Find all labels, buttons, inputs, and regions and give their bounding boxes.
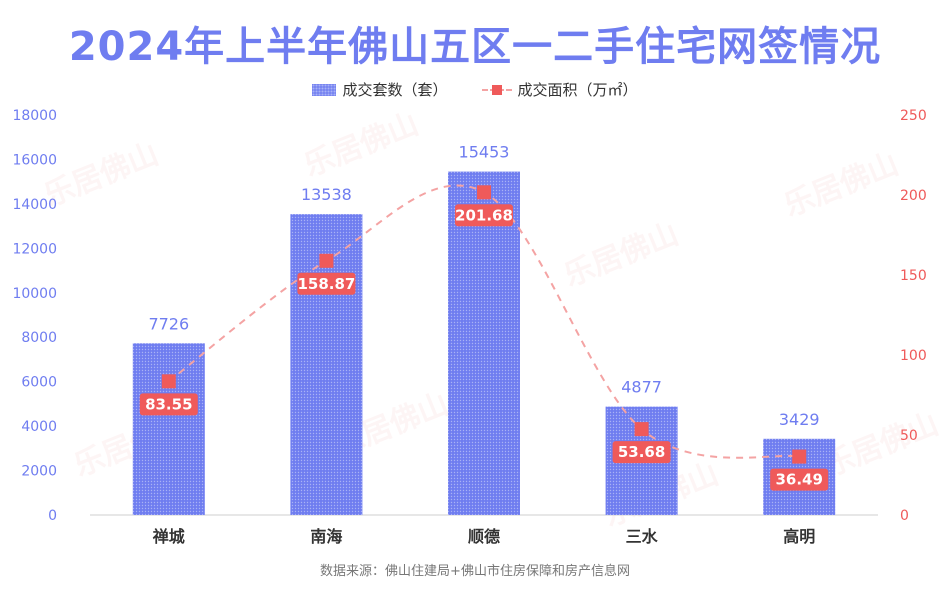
legend-item-bar: 成交套数（套） [312, 79, 448, 100]
y-left-tick-label: 4000 [21, 419, 57, 435]
bar-value-label: 7726 [148, 314, 189, 333]
line-marker [161, 374, 176, 389]
y-right-tick-label: 200 [900, 188, 927, 204]
y-left-tick-label: 0 [48, 508, 57, 524]
line-value-label: 158.87 [297, 275, 355, 293]
bar-value-label: 4877 [621, 378, 662, 397]
y-right-tick-label: 250 [900, 108, 927, 124]
y-left-tick-label: 14000 [12, 197, 57, 213]
y-right-tick-label: 100 [900, 348, 927, 364]
bar-value-label: 15453 [459, 143, 510, 162]
x-tick-label: 高明 [783, 527, 815, 546]
chart-title: 2024年上半年佛山五区一二手住宅网签情况 [68, 24, 882, 70]
bar [132, 343, 205, 515]
legend-bar-label: 成交套数（套） [342, 81, 448, 99]
x-tick-label: 顺德 [468, 527, 500, 546]
y-left-tick-label: 8000 [21, 330, 57, 346]
y-right-tick-label: 0 [900, 508, 909, 524]
line-value-box [455, 204, 513, 227]
y-right-tick-label: 50 [900, 428, 918, 444]
line-marker [477, 185, 491, 200]
y-left-tick-label: 6000 [21, 375, 57, 391]
line-marker [792, 449, 807, 464]
line-value-label: 53.68 [618, 443, 665, 461]
legend-line-swatch [481, 84, 512, 96]
y-left-tick-label: 10000 [12, 286, 57, 302]
bar-value-label: 13538 [301, 185, 352, 204]
line-value-box [139, 393, 198, 416]
line-value-box [770, 468, 829, 491]
x-tick-label: 三水 [626, 527, 659, 546]
legend: 成交套数（套） 成交面积（万㎡） [0, 79, 950, 100]
y-left-tick-label: 16000 [12, 152, 57, 168]
bar-value-label: 3429 [779, 410, 820, 429]
line-value-label: 36.49 [775, 471, 822, 489]
line-value-box [297, 272, 356, 295]
line-value-label: 83.55 [145, 395, 192, 413]
line-marker [634, 422, 649, 437]
x-tick-label: 禅城 [152, 527, 185, 546]
y-left-tick-label: 18000 [12, 108, 57, 124]
y-left-tick-label: 12000 [12, 241, 57, 257]
data-source-note: 数据来源：佛山住建局+佛山市住房保障和房产信息网 [320, 564, 630, 579]
line-marker [319, 253, 334, 268]
line-value-label: 201.68 [455, 206, 513, 224]
y-right-tick-label: 150 [900, 268, 927, 284]
x-tick-label: 南海 [310, 527, 342, 546]
y-left-tick-label: 2000 [21, 464, 57, 480]
line-value-box [612, 441, 671, 464]
bar [448, 171, 520, 515]
legend-line-label: 成交面积（万㎡） [517, 81, 638, 99]
legend-bar-swatch [312, 83, 337, 96]
legend-item-line: 成交面积（万㎡） [481, 79, 638, 100]
